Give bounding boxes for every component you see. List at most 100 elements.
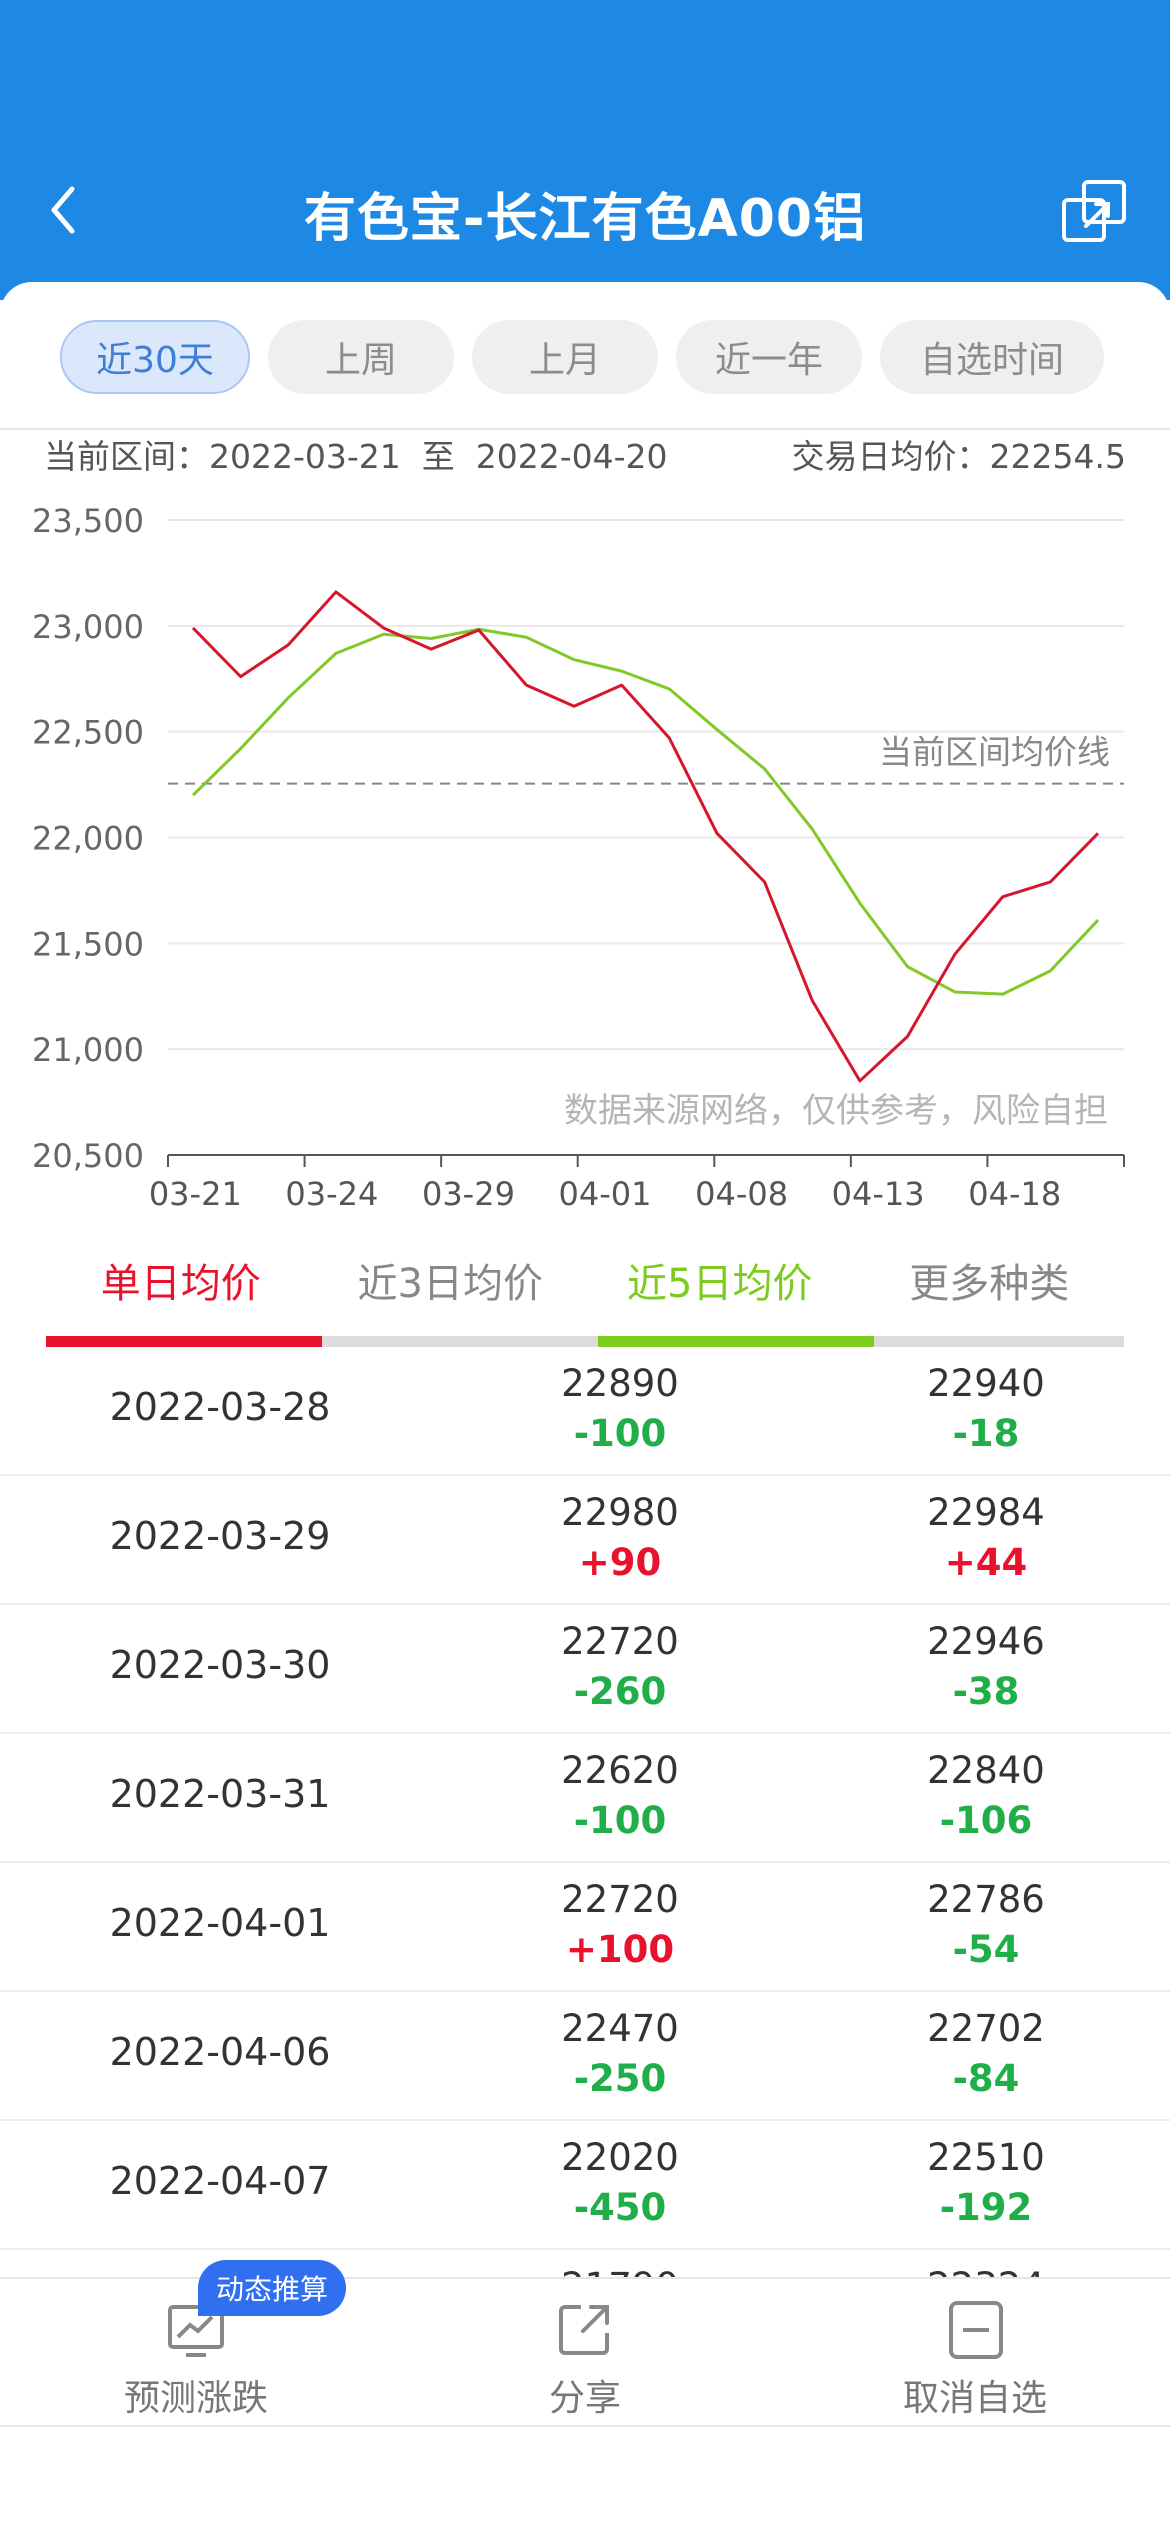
price-change: +100 (565, 1928, 675, 1971)
price-change: +90 (578, 1541, 662, 1584)
price-value: 22720 (561, 1878, 679, 1921)
row-date: 2022-04-01 (109, 1901, 331, 1945)
price-change: -100 (573, 1412, 667, 1455)
row-daily-price: 22470 -250 (500, 2004, 740, 2104)
page-title: 有色宝-长江有色A00铝 (303, 189, 867, 249)
avg5-value: 22786 (927, 1878, 1045, 1921)
y-tick-label: 21,500 (32, 925, 144, 963)
tab-30days[interactable]: 近30天 (60, 320, 250, 394)
share-button[interactable]: 分享 (465, 2297, 705, 2421)
price-value: 22020 (561, 2136, 679, 2179)
predict-button[interactable]: 预测涨跌 (76, 2297, 316, 2421)
y-tick-label: 20,500 (32, 1137, 144, 1175)
app-header: 有色宝-长江有色A00铝 (0, 0, 1170, 300)
row-daily-price: 22980 +90 (500, 1488, 740, 1588)
row-date: 2022-04-06 (109, 2030, 331, 2074)
avg5-change: -18 (952, 1412, 1020, 1455)
avg5-change: -38 (952, 1670, 1020, 1713)
avg5-change: -106 (939, 1799, 1033, 1842)
remove-square-icon (949, 2301, 1003, 2359)
table-row[interactable]: 21790 22324 (0, 2250, 1170, 2277)
price-change: -260 (573, 1670, 667, 1713)
price-value: 22890 (561, 1362, 679, 1405)
share-label: 分享 (548, 2378, 621, 2419)
x-tick-label: 04-18 (968, 1175, 1061, 1213)
row-5day-avg: 22984 +44 (866, 1488, 1106, 1588)
row-5day-avg: 22946 -38 (866, 1617, 1106, 1717)
range-info: 当前区间：2022-03-21 至 2022-04-20 交易日均价：22254… (44, 430, 1126, 480)
price-value: 22720 (561, 1620, 679, 1663)
avg5-value: 22324 (866, 2262, 1106, 2277)
range-label: 当前区间： (44, 437, 209, 476)
range-to: 至 (421, 437, 455, 476)
watermark-text: 数据来源网络，仅供参考，风险自担 (564, 1091, 1108, 1131)
row-daily-price: 22620 -100 (500, 1746, 740, 1846)
table-row[interactable]: 2022-04-06 22470 -250 22702 -84 (0, 1992, 1170, 2121)
table-row[interactable]: 2022-03-29 22980 +90 22984 +44 (0, 1476, 1170, 1605)
price-value: 22470 (561, 2007, 679, 2050)
table-row[interactable]: 2022-03-28 22890 -100 22940 -18 (0, 1347, 1170, 1476)
avg-value: 22254.5 (989, 437, 1126, 476)
content-card (0, 282, 1170, 2532)
price-change: -450 (573, 2186, 667, 2229)
x-tick-label: 04-01 (559, 1175, 652, 1213)
series-indicator-green (598, 1336, 874, 1347)
bottom-action-bar: 预测涨跌 分享 取消自选 (0, 2277, 1170, 2427)
range-start: 2022-03-21 (209, 437, 401, 476)
row-5day-avg: 22940 -18 (866, 1359, 1106, 1459)
table-row[interactable]: 2022-03-30 22720 -260 22946 -38 (0, 1605, 1170, 1734)
share-screen-icon[interactable] (1060, 178, 1130, 244)
row-date: 2022-03-31 (109, 1772, 331, 1816)
price-line-chart: 23,500 23,000 22,500 22,000 21,500 21,000 20,5… (32, 502, 1125, 1213)
row-5day-avg: 22840 -106 (866, 1746, 1106, 1846)
row-daily-price: 22020 -450 (500, 2133, 740, 2233)
chevron-left-icon[interactable] (38, 180, 88, 240)
price-value: 21790 (500, 2262, 740, 2277)
row-daily-price: 21790 (500, 2262, 740, 2277)
row-5day-avg: 22786 -54 (866, 1875, 1106, 1975)
tab-custom-time[interactable]: 自选时间 (880, 320, 1104, 394)
y-tick-label: 21,000 (32, 1031, 144, 1069)
row-date: 2022-03-28 (109, 1385, 331, 1429)
table-row[interactable]: 2022-04-07 22020 -450 22510 -192 (0, 2121, 1170, 2250)
tab-daily-avg[interactable]: 单日均价 (100, 1261, 261, 1307)
y-tick-label: 23,500 (32, 502, 144, 540)
x-tick-label: 04-08 (695, 1175, 788, 1213)
series-indicator-gray (322, 1336, 598, 1347)
x-tick-label: 03-24 (285, 1175, 378, 1213)
x-tick-label: 03-21 (149, 1175, 242, 1213)
avg5-change: -54 (952, 1928, 1020, 1971)
unfavorite-button[interactable]: 取消自选 (855, 2297, 1095, 2421)
avg5-value: 22840 (927, 1749, 1045, 1792)
avg5-change: -84 (952, 2057, 1020, 2100)
table-row[interactable]: 2022-03-31 22620 -100 22840 -106 (0, 1734, 1170, 1863)
range-dates: 当前区间：2022-03-21 至 2022-04-20 (44, 430, 668, 480)
tab-more-types[interactable]: 更多种类 (909, 1261, 1070, 1307)
daily-avg-series-line (191, 590, 1100, 1083)
range-average: 交易日均价：22254.5 (792, 430, 1126, 480)
table-row[interactable]: 2022-04-01 22720 +100 22786 -54 (0, 1863, 1170, 1992)
avg5-change: +44 (944, 1541, 1028, 1584)
row-daily-price: 22720 +100 (500, 1875, 740, 1975)
avg5-value: 22946 (927, 1620, 1045, 1663)
avg5-value: 22940 (927, 1362, 1045, 1405)
row-daily-price: 22890 -100 (500, 1359, 740, 1459)
avg5-value: 22702 (927, 2007, 1045, 2050)
tab-5day-avg[interactable]: 近5日均价 (627, 1261, 813, 1307)
tab-last-week[interactable]: 上周 (268, 320, 454, 394)
series-indicator-red (46, 1336, 322, 1347)
trend-chart-icon (168, 2305, 224, 2357)
y-tick-label: 22,500 (32, 714, 144, 752)
tab-3day-avg[interactable]: 近3日均价 (357, 1261, 543, 1307)
tab-last-month[interactable]: 上月 (472, 320, 658, 394)
row-5day-avg: 22702 -84 (866, 2004, 1106, 2104)
x-tick-label: 03-29 (422, 1175, 515, 1213)
tab-last-year[interactable]: 近一年 (676, 320, 862, 394)
row-date: 2022-04-07 (109, 2159, 331, 2203)
price-value: 22620 (561, 1749, 679, 1792)
row-date: 2022-03-29 (109, 1514, 331, 1558)
avg5-value: 22984 (927, 1491, 1045, 1534)
series-indicator-gray-2 (874, 1336, 1124, 1347)
period-tabs: 近30天 上周 上月 近一年 自选时间 (60, 320, 1110, 394)
dynamic-estimate-badge: 动态推算 (198, 2260, 347, 2316)
